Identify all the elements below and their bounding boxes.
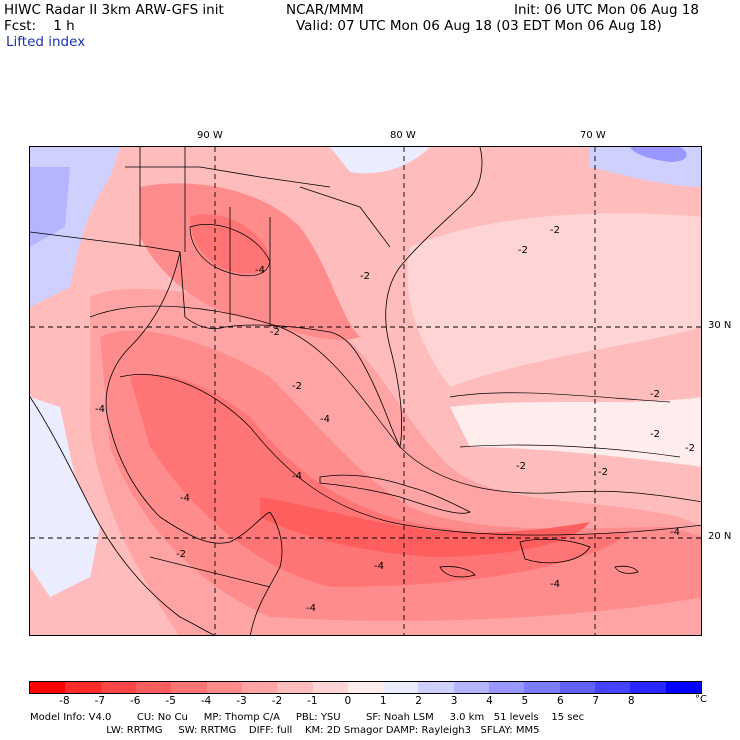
mexico-pacific-coast [30, 396, 215, 635]
colorbar-swatch [312, 682, 348, 693]
contour-label: -4 [306, 603, 316, 614]
colorbar-swatch [241, 682, 278, 693]
colorbar-swatch [524, 682, 560, 693]
colorbar-tick-label: -5 [165, 695, 176, 707]
state-borders [125, 147, 391, 327]
shade-atlantic [407, 213, 701, 387]
colorbar-tick-label: -1 [307, 695, 318, 707]
contour-label-group: -2 -2 -2 -2 -2 -2 -2 -2 -2 -2 -4 -4 -4 -… [95, 225, 695, 614]
field-name: Lifted index [6, 34, 86, 50]
colorbar-tick-label: 8 [627, 695, 635, 707]
contour-label: -2 [550, 225, 560, 236]
colorbar-tick-label: -7 [94, 695, 106, 707]
colorbar-swatch [489, 682, 525, 693]
shade-atlantic-band [450, 397, 701, 467]
colorbar-tick-label: 1 [379, 695, 387, 707]
colorbar-swatch [559, 682, 595, 693]
contour-minus4-a [119, 374, 701, 536]
contour-label: -2 [518, 245, 528, 256]
colorbar-swatch [65, 682, 101, 693]
lat-label-20n: 20 N [708, 531, 732, 542]
colorbar-swatch [277, 682, 313, 693]
contour-minus2-atlantic [449, 392, 671, 403]
contour-label: -4 [292, 471, 302, 482]
colorbar-tick-label: 0 [344, 695, 352, 707]
contours [89, 224, 701, 588]
colorbar-tick-label: -4 [200, 695, 212, 707]
contour-minus4-north [189, 224, 271, 276]
colorbar-tick-label: 2 [415, 695, 422, 707]
us-gulf-east-coast [30, 147, 483, 449]
shade-region-d [260, 497, 590, 557]
model-info-line1: Model Info: V4.0 CU: No Cu MP: Thomp C/A… [30, 712, 585, 723]
valid-time: Valid: 07 UTC Mon 06 Aug 18 (03 EDT Mon … [296, 18, 662, 34]
map-svg: -2 -2 -2 -2 -2 -2 -2 -2 -2 -2 -4 -4 -4 -… [30, 147, 701, 635]
colorbar-swatch [135, 682, 172, 693]
lon-label-70w: 70 W [580, 130, 606, 141]
contour-label: -2 [516, 461, 526, 472]
coastlines [30, 147, 639, 635]
contour-label: -4 [95, 404, 105, 415]
mexico-gulf-coast [105, 251, 271, 544]
contour-minus2-band [459, 444, 681, 458]
contour-label: -2 [176, 549, 186, 560]
institution: NCAR/MMM [286, 2, 364, 18]
lon-label-90w: 90 W [197, 130, 223, 141]
contour-label: -4 [320, 414, 330, 425]
puerto-rico [614, 565, 639, 574]
contour-label: -2 [292, 381, 302, 392]
colorbar-swatch [418, 682, 454, 693]
colorbar-swatch [206, 682, 242, 693]
contour-label: -4 [374, 561, 384, 572]
colorbar-tick-label: -2 [271, 695, 283, 707]
colorbar [29, 681, 702, 694]
colorbar-swatch [630, 682, 666, 693]
contour-label: -4 [255, 265, 265, 276]
cuba [319, 474, 471, 514]
shade-cool-nw-core [30, 167, 70, 247]
colorbar-swatch [383, 682, 419, 693]
init-time: Init: 06 UTC Mon 06 Aug 18 [514, 2, 699, 18]
latlon-grid [30, 147, 701, 635]
shade-cool-ne-core [630, 147, 687, 162]
contour-minus2-a [89, 305, 701, 503]
colorbar-swatch [30, 682, 66, 693]
hispaniola [519, 538, 591, 564]
colorbar-tick-label: -3 [236, 695, 247, 707]
shade-cool-north [330, 147, 430, 174]
colorbar-unit: °C [695, 694, 707, 705]
model-title: HIWC Radar II 3km ARW-GFS init [4, 2, 224, 18]
colorbar-swatch [347, 682, 384, 693]
contour-label: -4 [670, 527, 680, 538]
contour-minus2-south [149, 556, 271, 588]
contour-label: -2 [685, 443, 695, 454]
forecast-hour: Fcst: 1 h [4, 18, 75, 34]
contour-label: -2 [650, 389, 660, 400]
contour-label: -4 [180, 493, 190, 504]
colorbar-tick-label: 4 [486, 695, 493, 707]
colorbar-swatch [595, 682, 631, 693]
colorbar-swatch [171, 682, 207, 693]
contour-label: -2 [360, 271, 370, 282]
contour-label: -2 [598, 467, 608, 478]
yucatan-coast [250, 511, 283, 635]
colorbar-tick-label: 7 [592, 695, 600, 707]
colorbar-swatch [100, 682, 136, 693]
jamaica [439, 566, 476, 578]
colorbar-swatch [453, 682, 490, 693]
contour-label: -4 [550, 579, 560, 590]
contour-label: -2 [650, 429, 660, 440]
colorbar-tick-label: -6 [130, 695, 141, 707]
lat-label-30n: 30 N [708, 320, 732, 331]
colorbar-swatch [665, 682, 701, 693]
contour-label: -2 [270, 327, 280, 338]
colorbar-tick-label: 6 [556, 695, 564, 707]
colorbar-tick-label: -8 [59, 695, 70, 707]
shade-cool-west [30, 397, 100, 597]
lifted-index-map: -2 -2 -2 -2 -2 -2 -2 -2 -2 -2 -4 -4 -4 -… [29, 146, 702, 636]
colorbar-tick-label: 5 [521, 695, 529, 707]
colorbar-tick-label: 3 [450, 695, 458, 707]
lon-label-80w: 80 W [390, 130, 416, 141]
model-info-line2: LW: RRTMG SW: RRTMG DIFF: full KM: 2D Sm… [30, 725, 540, 736]
